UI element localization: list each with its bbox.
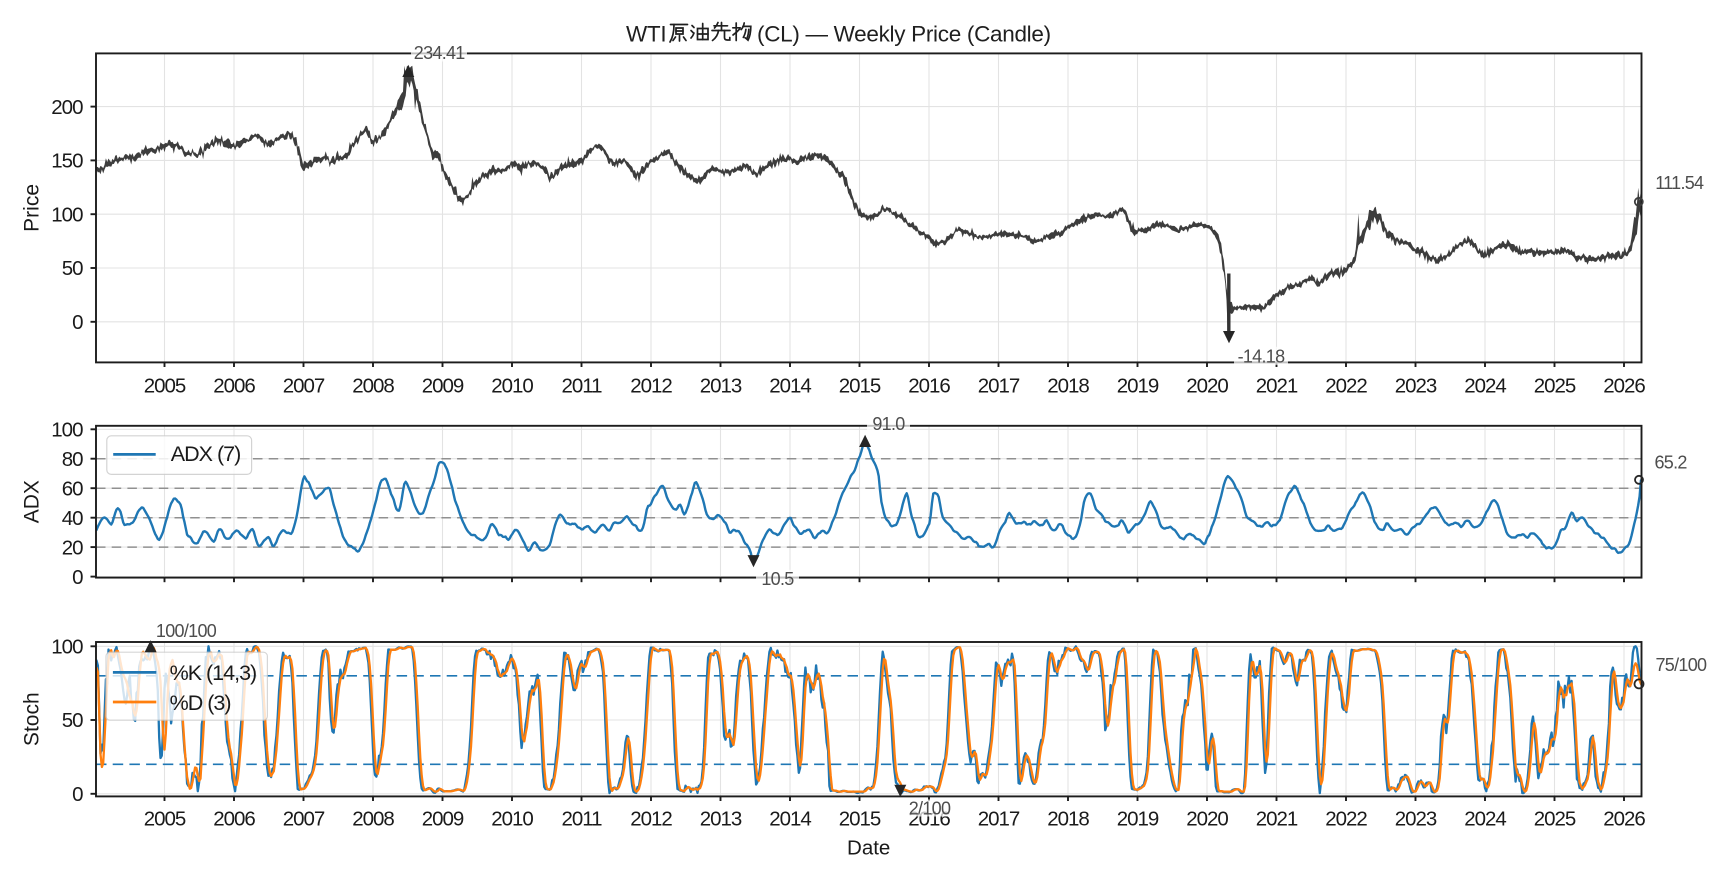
svg-text:2009: 2009 (422, 375, 464, 398)
svg-text:10.5: 10.5 (761, 569, 794, 589)
svg-text:2007: 2007 (283, 808, 325, 831)
svg-text:100/100: 100/100 (156, 621, 217, 641)
svg-text:2005: 2005 (144, 375, 186, 398)
svg-text:2024: 2024 (1464, 375, 1506, 398)
svg-text:2019: 2019 (1117, 808, 1159, 831)
svg-text:20: 20 (62, 536, 83, 559)
svg-text:75/100: 75/100 (1656, 655, 1708, 675)
svg-text:100: 100 (51, 203, 83, 226)
svg-text:91.0: 91.0 (872, 414, 905, 434)
svg-text:200: 200 (51, 96, 83, 119)
svg-text:Stoch: Stoch (20, 692, 43, 746)
svg-text:2006: 2006 (213, 375, 255, 398)
svg-text:2023: 2023 (1395, 808, 1437, 831)
svg-text:50: 50 (62, 257, 83, 280)
svg-text:2011: 2011 (561, 375, 602, 398)
svg-text:50: 50 (62, 709, 83, 732)
svg-text:2013: 2013 (700, 808, 742, 831)
svg-text:ADX: ADX (20, 480, 43, 523)
svg-text:2013: 2013 (700, 375, 742, 398)
svg-text:2021: 2021 (1256, 375, 1298, 398)
svg-text:2010: 2010 (491, 808, 533, 831)
svg-text:40: 40 (62, 507, 83, 530)
svg-text:0: 0 (72, 311, 83, 334)
svg-text:100: 100 (51, 636, 83, 659)
svg-text:2017: 2017 (978, 808, 1020, 831)
svg-text:2021: 2021 (1256, 808, 1298, 831)
svg-text:2008: 2008 (352, 808, 394, 831)
svg-text:2020: 2020 (1186, 808, 1228, 831)
svg-text:2022: 2022 (1325, 808, 1367, 831)
svg-text:2006: 2006 (213, 808, 255, 831)
svg-text:2/100: 2/100 (909, 799, 951, 819)
svg-text:2015: 2015 (839, 808, 881, 831)
svg-text:234.41: 234.41 (414, 43, 466, 63)
svg-text:2018: 2018 (1047, 375, 1089, 398)
svg-text:2022: 2022 (1325, 375, 1367, 398)
svg-text:2020: 2020 (1186, 375, 1228, 398)
svg-text:2025: 2025 (1534, 375, 1576, 398)
svg-text:-14.18: -14.18 (1238, 346, 1286, 366)
svg-text:ADX (7): ADX (7) (171, 442, 240, 466)
svg-text:2007: 2007 (283, 375, 325, 398)
svg-text:0: 0 (72, 783, 83, 806)
svg-text:80: 80 (62, 448, 83, 471)
svg-text:0: 0 (72, 566, 83, 589)
svg-text:2009: 2009 (422, 808, 464, 831)
svg-text:(CL) — Weekly Price (Candle): (CL) — Weekly Price (Candle) (757, 22, 1051, 47)
svg-text:Price: Price (20, 184, 43, 232)
svg-text:Date: Date (847, 836, 890, 859)
svg-text:2019: 2019 (1117, 375, 1159, 398)
svg-text:2008: 2008 (352, 375, 394, 398)
svg-text:60: 60 (62, 477, 83, 500)
svg-text:2005: 2005 (144, 808, 186, 831)
svg-text:%D (3): %D (3) (170, 691, 231, 715)
svg-text:2012: 2012 (630, 375, 672, 398)
svg-text:2015: 2015 (839, 375, 881, 398)
svg-text:WTI: WTI (626, 22, 666, 47)
svg-text:2017: 2017 (978, 375, 1020, 398)
svg-text:111.54: 111.54 (1655, 173, 1704, 193)
svg-text:2014: 2014 (769, 375, 811, 398)
svg-text:2010: 2010 (491, 375, 533, 398)
svg-text:2014: 2014 (769, 808, 811, 831)
svg-text:2026: 2026 (1603, 375, 1645, 398)
svg-text:2012: 2012 (630, 808, 672, 831)
svg-text:%K (14,3): %K (14,3) (170, 661, 257, 685)
svg-text:2016: 2016 (908, 375, 950, 398)
svg-text:2026: 2026 (1603, 808, 1645, 831)
svg-text:2025: 2025 (1534, 808, 1576, 831)
svg-text:100: 100 (51, 419, 83, 442)
svg-text:2023: 2023 (1395, 375, 1437, 398)
svg-text:2011: 2011 (561, 808, 602, 831)
svg-text:65.2: 65.2 (1655, 452, 1688, 472)
svg-text:2024: 2024 (1464, 808, 1506, 831)
svg-text:150: 150 (51, 150, 83, 173)
svg-text:2018: 2018 (1047, 808, 1089, 831)
